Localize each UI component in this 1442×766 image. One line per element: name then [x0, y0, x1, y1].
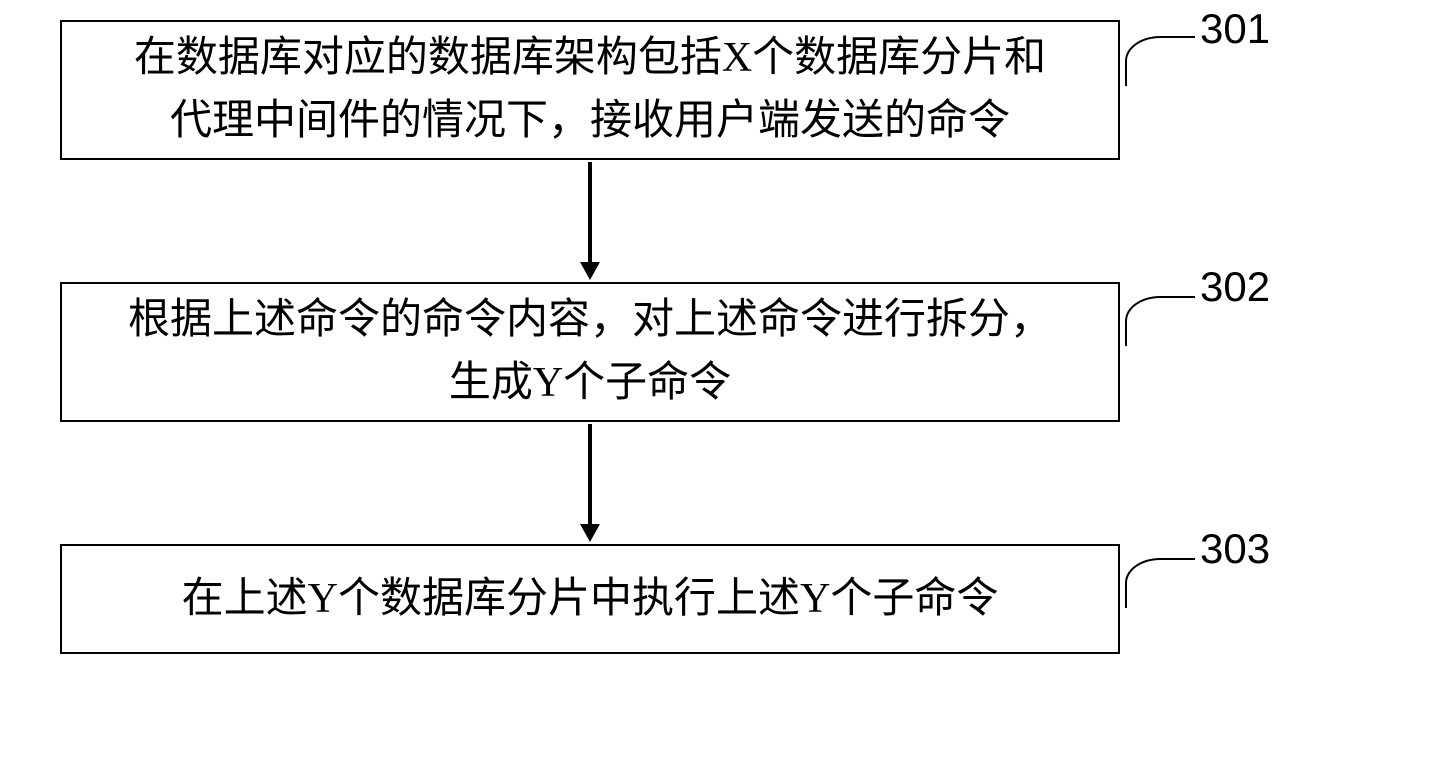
flowchart-step-3: 在上述Y个数据库分片中执行上述Y个子命令: [60, 544, 1120, 654]
flowchart-container: 在数据库对应的数据库架构包括X个数据库分片和 代理中间件的情况下，接收用户端发送…: [0, 0, 1442, 766]
step1-label-connector: [1125, 36, 1195, 86]
arrow-1-2-head: [580, 262, 600, 280]
step2-label: 302: [1200, 263, 1270, 311]
step2-text-line2: 生成Y个子命令: [449, 360, 731, 406]
flowchart-step-2: 根据上述命令的命令内容，对上述命令进行拆分， 生成Y个子命令: [60, 282, 1120, 422]
step3-label: 303: [1200, 525, 1270, 573]
arrow-1-2-line: [588, 162, 592, 262]
arrow-2-3-line: [588, 424, 592, 524]
step1-text-line2: 代理中间件的情况下，接收用户端发送的命令: [170, 98, 1010, 144]
step2-label-connector: [1125, 296, 1195, 346]
arrow-2-3-head: [580, 524, 600, 542]
step1-text-line1: 在数据库对应的数据库架构包括X个数据库分片和: [134, 35, 1046, 81]
step3-label-connector: [1125, 558, 1195, 608]
step3-text-line1: 在上述Y个数据库分片中执行上述Y个子命令: [182, 576, 999, 622]
flowchart-step-1: 在数据库对应的数据库架构包括X个数据库分片和 代理中间件的情况下，接收用户端发送…: [60, 20, 1120, 160]
step2-text-line1: 根据上述命令的命令内容，对上述命令进行拆分，: [128, 297, 1052, 343]
step1-label: 301: [1200, 5, 1270, 53]
